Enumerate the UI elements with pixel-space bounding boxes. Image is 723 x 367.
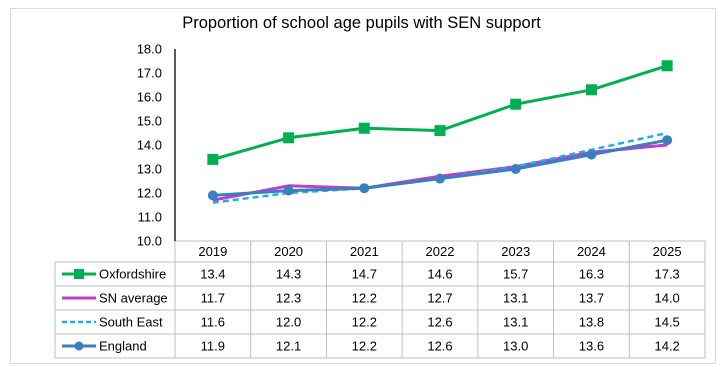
legend-label: Oxfordshire bbox=[99, 267, 166, 282]
data-point-circle bbox=[586, 149, 597, 160]
data-point-circle bbox=[435, 173, 445, 184]
table-cell-value: 14.5 bbox=[654, 315, 679, 330]
legend-label: SN average bbox=[99, 291, 168, 306]
y-tick-label: 16.0 bbox=[137, 90, 162, 105]
legend-key-square bbox=[74, 269, 84, 279]
table-cell-value: 13.7 bbox=[579, 291, 604, 306]
table-cell-value: 11.6 bbox=[201, 315, 225, 330]
data-point-circle bbox=[283, 185, 294, 196]
table-cell-value: 12.6 bbox=[427, 339, 452, 354]
series-line bbox=[212, 64, 668, 161]
table-cell-value: 13.8 bbox=[579, 315, 604, 330]
y-tick-label: 18.0 bbox=[137, 42, 162, 57]
data-point-circle bbox=[662, 135, 673, 146]
y-tick-label: 15.0 bbox=[137, 114, 162, 129]
table-cell-value: 13.6 bbox=[579, 339, 604, 354]
legend-key-circle bbox=[74, 341, 84, 351]
table-grid bbox=[54, 240, 706, 359]
y-tick-label: 13.0 bbox=[137, 162, 162, 177]
y-tick-label: 11.0 bbox=[138, 210, 162, 225]
table-cell-value: 14.6 bbox=[427, 267, 452, 282]
table-cell-value: 13.4 bbox=[200, 267, 225, 282]
data-point-circle bbox=[207, 190, 218, 201]
x-tick-label: 2021 bbox=[350, 244, 379, 259]
legend-label: England bbox=[99, 339, 147, 354]
table-cell-value: 14.3 bbox=[276, 267, 301, 282]
x-tick-label: 2022 bbox=[426, 244, 455, 259]
y-tick-label: 12.0 bbox=[137, 186, 162, 201]
table-cell-value: 12.2 bbox=[352, 339, 377, 354]
table-cell-value: 14.7 bbox=[352, 267, 377, 282]
table-cell-value: 12.6 bbox=[427, 315, 452, 330]
data-point-circle bbox=[510, 164, 521, 174]
table-cell-value: 11.7 bbox=[201, 291, 225, 306]
data-point-square bbox=[434, 125, 446, 137]
table-cell-value: 15.7 bbox=[503, 267, 528, 282]
data-point-square bbox=[283, 132, 295, 144]
data-point-square bbox=[661, 60, 673, 72]
data-table: 2019 2020 2021 2022 2023 2024 2025 Oxfordshire 1… bbox=[62, 244, 682, 354]
data-point-square bbox=[585, 84, 597, 96]
x-tick-label: 2025 bbox=[653, 244, 682, 259]
table-cell-value: 12.1 bbox=[276, 339, 301, 354]
table-cell-value: 16.3 bbox=[579, 267, 604, 282]
table-cell-value: 12.2 bbox=[352, 315, 377, 330]
series-lines bbox=[207, 60, 673, 204]
y-axis: 10.0 11.0 12.0 13.0 14.0 15.0 16.0 17.0 18.0 bbox=[137, 42, 176, 249]
table-cell-value: 12.2 bbox=[352, 291, 377, 306]
data-point-square bbox=[510, 98, 522, 110]
table-cell-value: 17.3 bbox=[654, 267, 679, 282]
table-cell-value: 13.0 bbox=[503, 339, 528, 354]
x-tick-label: 2020 bbox=[274, 244, 303, 259]
x-tick-label: 2023 bbox=[501, 244, 530, 259]
y-tick-label: 10.0 bbox=[137, 234, 162, 249]
data-point-square bbox=[207, 153, 219, 165]
table-cell-value: 13.1 bbox=[503, 291, 528, 306]
table-cell-value: 13.1 bbox=[503, 315, 528, 330]
chart-title: Proportion of school age pupils with SEN… bbox=[182, 14, 541, 32]
table-cell-value: 14.2 bbox=[654, 339, 679, 354]
legend-label: South East bbox=[99, 315, 163, 330]
table-cell-value: 12.0 bbox=[276, 315, 301, 330]
table-cell-value: 12.3 bbox=[276, 291, 301, 306]
x-tick-label: 2024 bbox=[577, 244, 606, 259]
table-cell-value: 11.9 bbox=[201, 339, 225, 354]
table-cell-value: 14.0 bbox=[654, 291, 679, 306]
chart-frame bbox=[10, 8, 716, 364]
table-cell-value: 12.7 bbox=[427, 291, 452, 306]
data-point-circle bbox=[359, 183, 370, 194]
y-tick-label: 17.0 bbox=[137, 66, 162, 81]
y-tick-label: 14.0 bbox=[137, 138, 162, 153]
x-tick-label: 2019 bbox=[198, 244, 227, 259]
data-point-square bbox=[358, 122, 370, 134]
